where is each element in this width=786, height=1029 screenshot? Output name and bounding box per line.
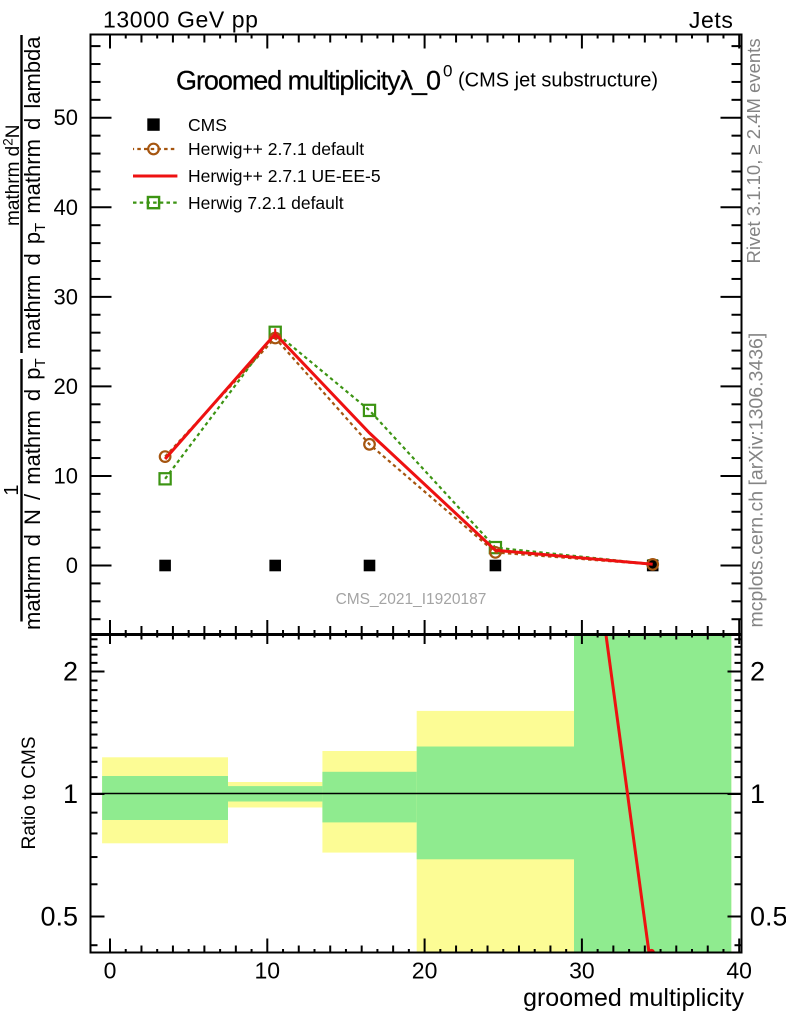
svg-text:groomed multiplicity: groomed multiplicity	[523, 984, 744, 1012]
svg-text:10: 10	[255, 958, 281, 984]
svg-text:CMS_2021_I1920187: CMS_2021_I1920187	[336, 591, 487, 608]
svg-text:13000 GeV pp: 13000 GeV pp	[103, 7, 259, 33]
svg-text:40: 40	[54, 195, 78, 220]
svg-text:40: 40	[726, 958, 752, 984]
svg-text:Herwig 7.2.1 default: Herwig 7.2.1 default	[188, 193, 344, 213]
svg-text:mathrm d N / mathrm d pT mathr: mathrm d N / mathrm d pT mathrm d pT mat…	[20, 36, 49, 630]
svg-text:0: 0	[104, 958, 117, 984]
svg-text:mathrm d2N: mathrm d2N	[1, 125, 25, 227]
svg-text:0: 0	[443, 62, 452, 81]
svg-text:1: 1	[63, 779, 78, 809]
svg-text:Ratio to CMS: Ratio to CMS	[19, 737, 40, 850]
svg-text:0: 0	[66, 553, 78, 578]
svg-text:1: 1	[1, 484, 23, 495]
svg-text:Rivet 3.1.10, ≥ 2.4M events: Rivet 3.1.10, ≥ 2.4M events	[743, 38, 764, 263]
svg-text:2: 2	[63, 657, 78, 687]
svg-text:mcplots.cern.ch [arXiv:1306.34: mcplots.cern.ch [arXiv:1306.3436]	[746, 333, 768, 628]
svg-text:(CMS jet substructure): (CMS jet substructure)	[458, 70, 658, 92]
svg-text:20: 20	[54, 374, 78, 399]
svg-text:20: 20	[412, 958, 438, 984]
svg-text:2: 2	[750, 657, 765, 687]
svg-text:1: 1	[750, 779, 765, 809]
svg-text:10: 10	[54, 463, 78, 488]
svg-text:0.5: 0.5	[750, 902, 786, 932]
svg-text:50: 50	[54, 105, 78, 130]
svg-text:Groomed multiplicityλ_0: Groomed multiplicityλ_0	[176, 66, 440, 96]
svg-text:Jets: Jets	[689, 7, 734, 33]
svg-text:Herwig++ 2.7.1 default: Herwig++ 2.7.1 default	[188, 139, 364, 159]
svg-text:Herwig++ 2.7.1 UE-EE-5: Herwig++ 2.7.1 UE-EE-5	[188, 166, 381, 186]
svg-text:30: 30	[54, 284, 78, 309]
svg-text:CMS: CMS	[188, 115, 227, 135]
svg-text:30: 30	[569, 958, 595, 984]
svg-text:0.5: 0.5	[40, 902, 78, 932]
